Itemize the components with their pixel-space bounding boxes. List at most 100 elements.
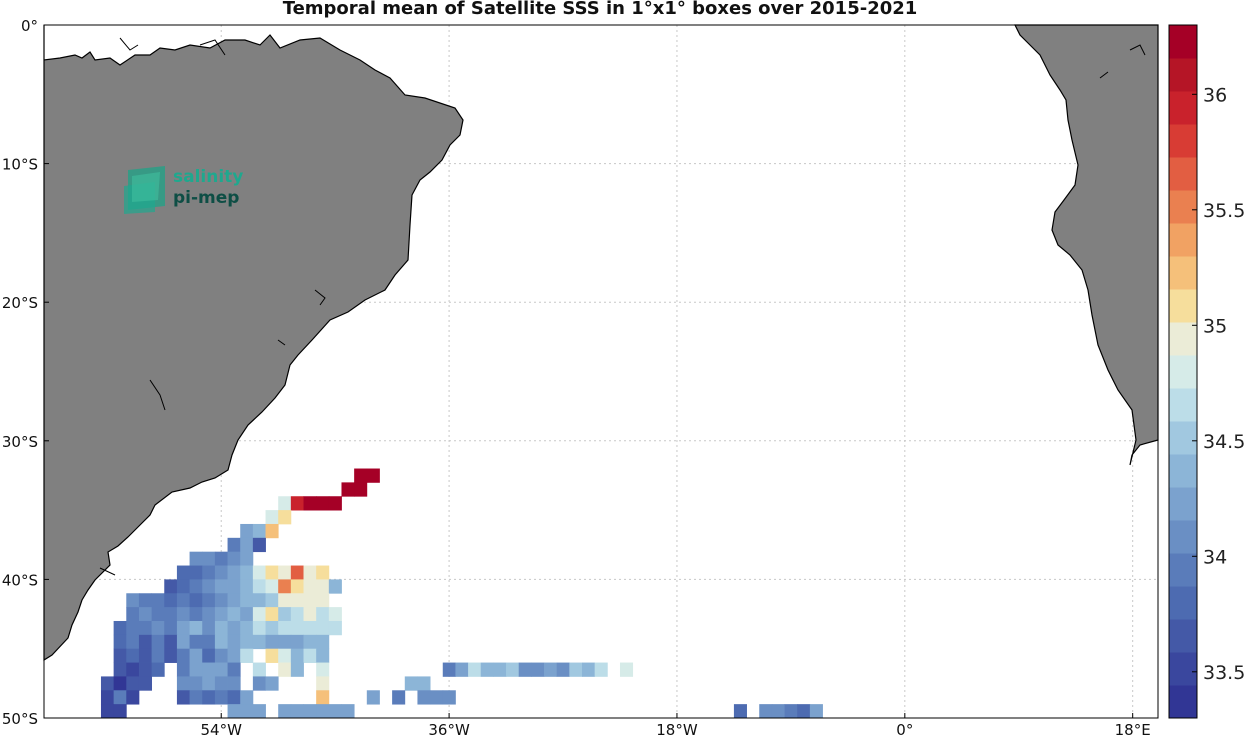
sss-cell: [278, 510, 292, 525]
colorbar-frame: [1168, 24, 1198, 719]
colorbar-segment: [1169, 421, 1197, 455]
sss-cell: [189, 634, 203, 650]
colorbar-segment: [1169, 157, 1197, 191]
lat-tick-label: 0°: [21, 17, 38, 35]
sss-cell: [341, 704, 355, 719]
sss-cell: [189, 690, 203, 705]
sss-cell: [252, 523, 266, 539]
sss-cell: [227, 620, 241, 636]
sss-cell: [442, 662, 456, 677]
sss-cell: [214, 620, 228, 636]
sss-cell: [290, 662, 304, 677]
longitude-labels: 54°W 36°W 18°W 0° 18°E: [201, 713, 1151, 739]
sss-cell: [278, 648, 292, 663]
sss-cell: [126, 648, 140, 663]
sss-cell: [164, 607, 178, 622]
sss-cell: [493, 662, 507, 677]
sss-cell: [265, 593, 279, 608]
sss-cell: [227, 662, 241, 677]
sss-cell: [126, 690, 140, 705]
sss-cell: [202, 634, 216, 650]
sss-cell: [240, 704, 254, 719]
sss-cell: [252, 607, 266, 622]
map-title: Temporal mean of Satellite SSS in 1°x1° …: [282, 0, 918, 19]
sss-cell: [176, 607, 190, 622]
sss-cell: [151, 607, 165, 622]
colorbar-segment: [1169, 322, 1197, 356]
sss-cell: [113, 704, 127, 719]
sss-cell: [189, 551, 203, 566]
sss-cell: [290, 704, 304, 719]
sss-cell: [214, 676, 228, 691]
colorbar-tick-label: 34: [1203, 546, 1227, 568]
sss-cell: [126, 620, 140, 636]
sss-cell: [265, 565, 279, 580]
sss-cell: [303, 593, 317, 608]
sss-cell: [214, 662, 228, 677]
sss-cell: [594, 662, 608, 677]
sss-cell: [113, 676, 127, 691]
sss-cell: [126, 593, 140, 608]
colorbar-segment: [1169, 355, 1197, 389]
sss-cell: [202, 607, 216, 622]
sss-cell: [240, 593, 254, 608]
sss-cell: [316, 648, 330, 663]
sss-cell: [809, 704, 823, 719]
sss-cell: [328, 607, 342, 622]
lat-tick-label: 50°S: [2, 710, 38, 728]
map-frame: [43, 24, 1159, 719]
sss-cell: [214, 551, 228, 566]
sss-cell: [316, 620, 330, 636]
sss-cell: [189, 620, 203, 636]
sss-cell: [316, 496, 330, 511]
sss-cell: [265, 523, 279, 539]
lon-tick-label: 0°: [896, 721, 913, 739]
sss-cell: [113, 690, 127, 705]
sss-cell: [252, 593, 266, 608]
sss-cell: [252, 662, 266, 677]
sss-cell: [214, 607, 228, 622]
sss-cell: [290, 620, 304, 636]
sss-cell: [240, 523, 254, 539]
sss-cell: [252, 565, 266, 580]
sss-cell: [189, 579, 203, 594]
sss-cell: [265, 607, 279, 622]
colorbar-segment: [1169, 91, 1197, 125]
sss-cell: [113, 648, 127, 663]
sss-cell: [265, 676, 279, 691]
sss-cell: [303, 579, 317, 594]
sss-cell: [227, 607, 241, 622]
sss-cell: [404, 676, 418, 691]
sss-cell: [113, 662, 127, 677]
colorbar-segment: [1169, 619, 1197, 653]
sss-cell: [138, 593, 153, 608]
colorbar-segment: [1169, 25, 1197, 59]
sss-cell: [227, 704, 241, 719]
colorbar-segment: [1169, 124, 1197, 158]
sss-cell: [480, 662, 494, 677]
sss-cell: [619, 662, 634, 677]
colorbar-tick-label: 35.5: [1203, 200, 1245, 222]
sss-cell: [151, 620, 165, 636]
sss-cell: [303, 565, 317, 580]
sss-cell: [164, 648, 178, 663]
lon-tick-label: 18°W: [656, 721, 698, 739]
sss-cell: [341, 482, 355, 497]
colorbar-segment: [1169, 685, 1197, 719]
sss-cell: [240, 565, 254, 580]
sss-cell: [138, 620, 153, 636]
lat-tick-label: 30°S: [2, 433, 38, 451]
sss-cell: [214, 690, 228, 705]
sss-cell: [278, 496, 292, 511]
colorbar-segment: [1169, 58, 1197, 92]
sss-cell: [176, 648, 190, 663]
sss-cell: [176, 690, 190, 705]
sss-cell: [126, 607, 140, 622]
sss-cell: [138, 648, 153, 663]
sss-cell: [240, 620, 254, 636]
sss-cell: [278, 607, 292, 622]
sss-cell: [784, 704, 798, 719]
sss-cell: [227, 676, 241, 691]
sss-cell: [290, 565, 304, 580]
